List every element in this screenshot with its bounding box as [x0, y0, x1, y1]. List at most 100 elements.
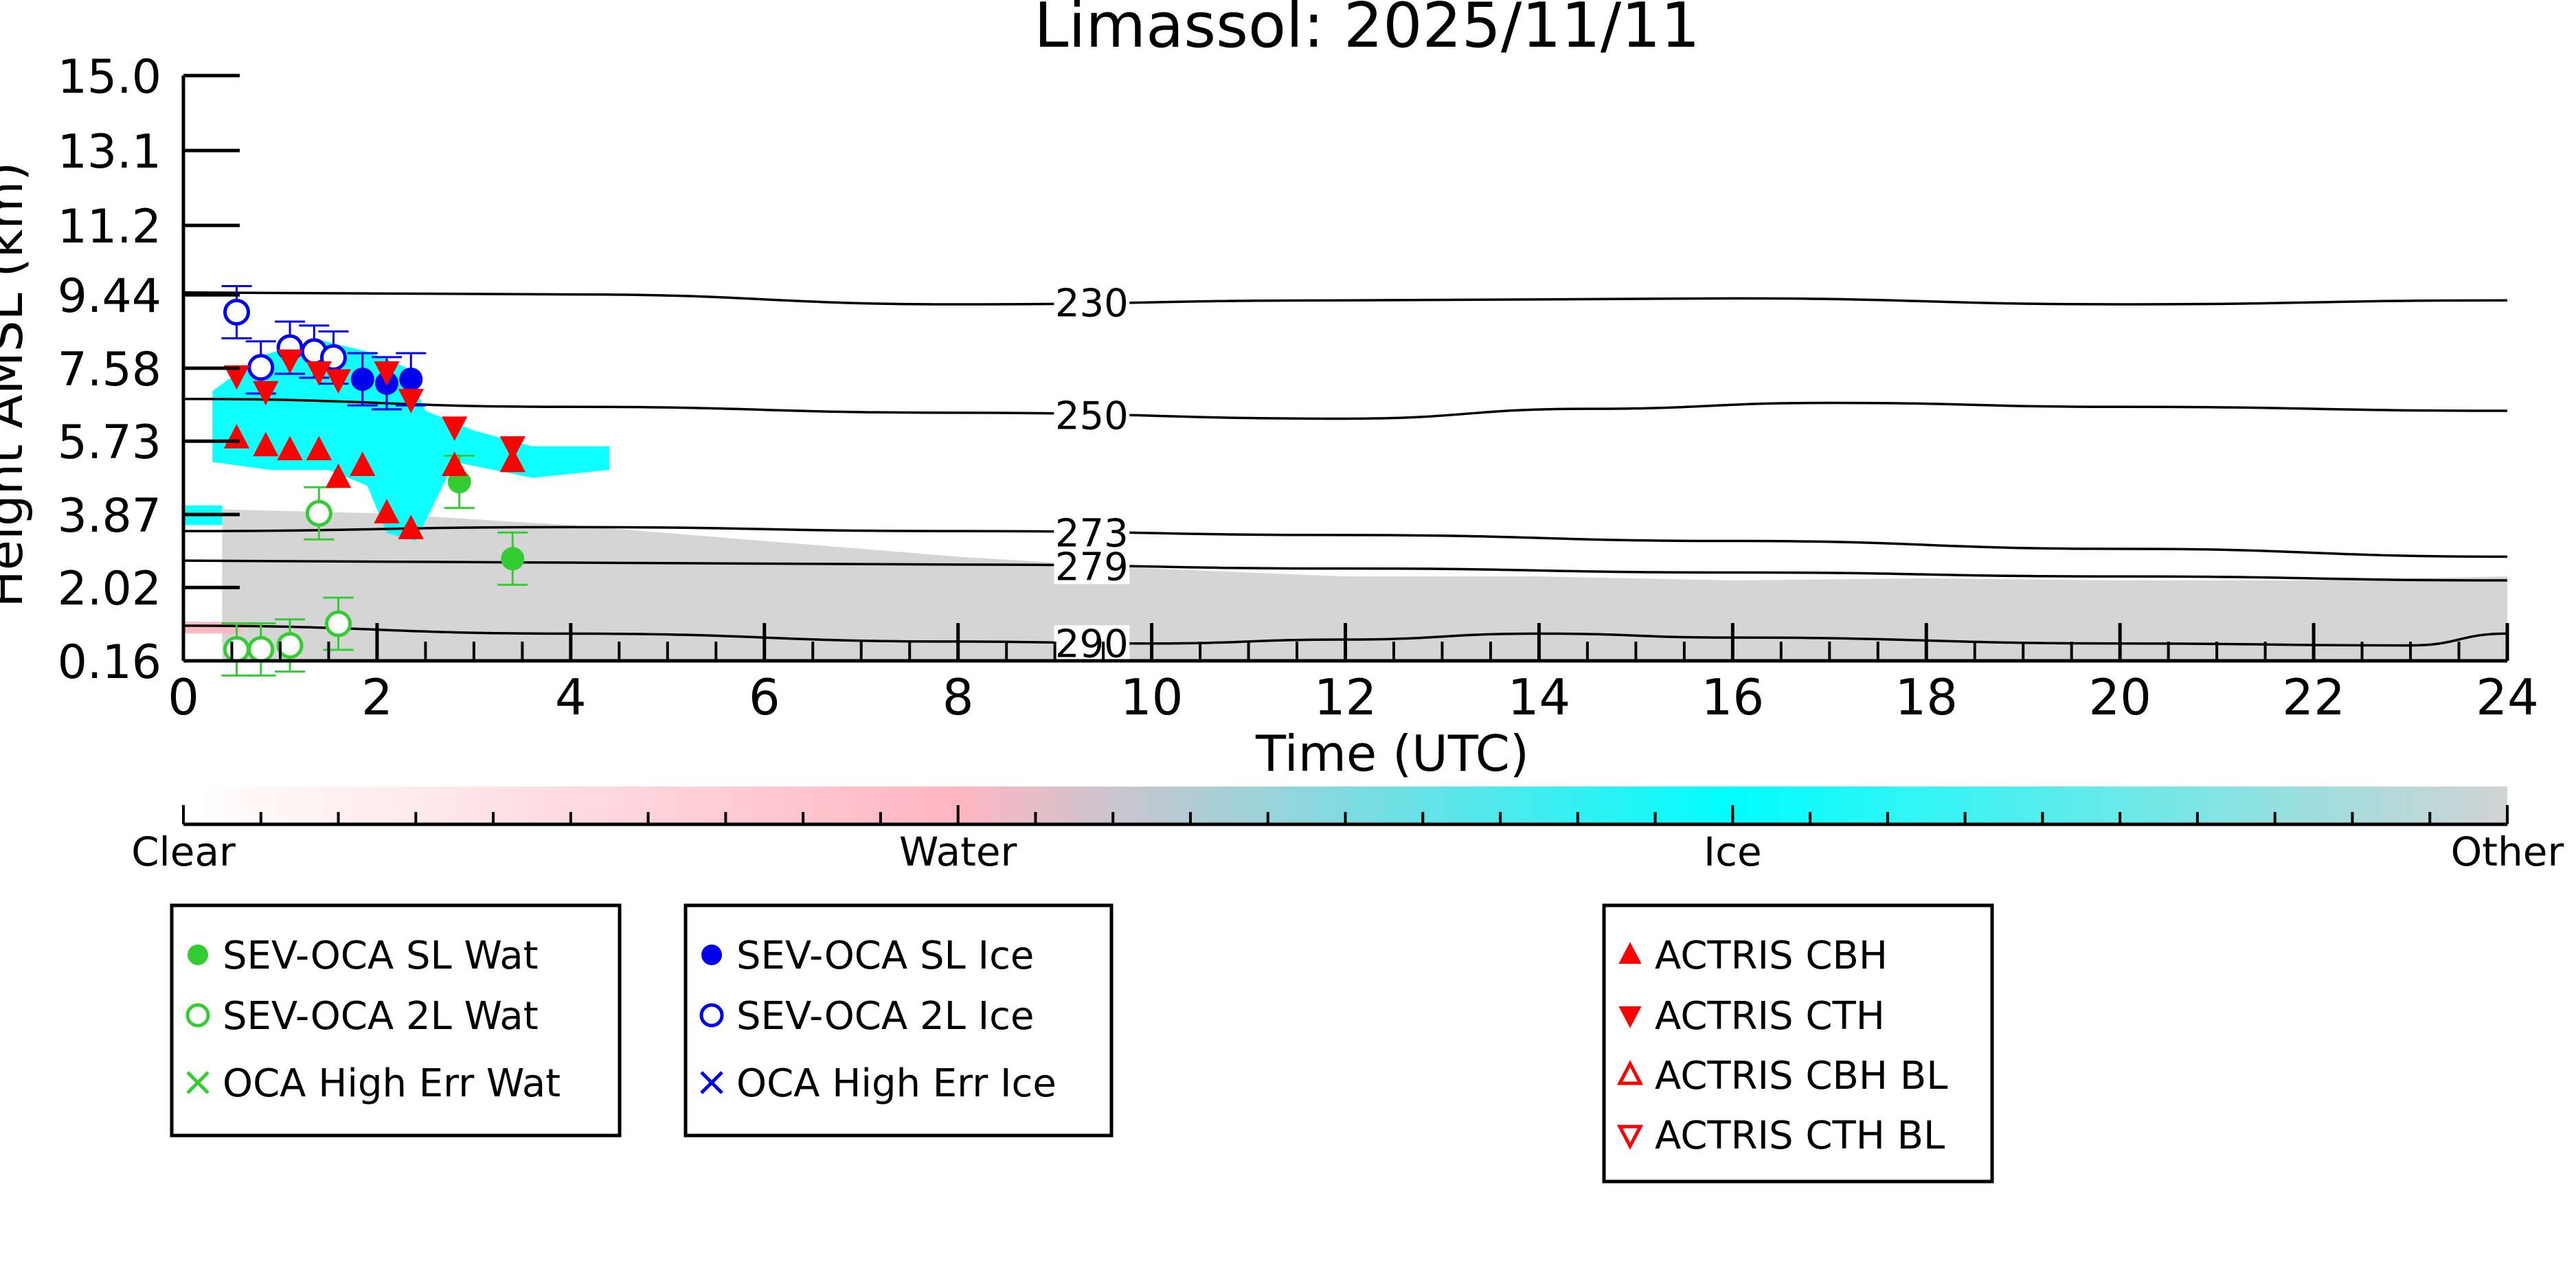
x-tick-label: 14: [1508, 668, 1571, 726]
legend-label: ACTRIS CBH BL: [1655, 1054, 1947, 1098]
actris-cbh-point: [306, 436, 332, 461]
legend-label: ACTRIS CTH: [1655, 994, 1885, 1039]
contour-label-bg: [1054, 397, 1130, 433]
x-tick-label: 16: [1702, 668, 1765, 726]
actris-cth-point: [499, 436, 526, 461]
contour-label-bg: [1054, 284, 1130, 321]
x-tick-label: 18: [1895, 668, 1958, 726]
legend-label: OCA High Err Wat: [223, 1061, 561, 1106]
legend-label: SEV-OCA 2L Wat: [223, 994, 539, 1039]
actris-cth-point: [223, 365, 250, 390]
x-tick-label: 4: [555, 668, 587, 726]
y-tick-label: 13.1: [58, 125, 161, 179]
actris-cth-point: [374, 361, 400, 386]
sev-oca-sl-ice-point: [399, 368, 423, 392]
ice-region: [212, 339, 610, 541]
contour-label-bg: [1054, 515, 1130, 551]
y-axis-label: Height AMSL (km): [0, 162, 34, 608]
legend-marker: [1618, 942, 1642, 964]
contour-label-bg: [1054, 625, 1130, 662]
sev-oca-2l-ice-point: [247, 354, 275, 381]
actris-cth-point: [398, 389, 424, 414]
sev-oca-2l-wat-point: [276, 632, 304, 659]
actris-cth-point: [442, 416, 468, 441]
legend-box-1: [170, 903, 622, 1138]
legend-box-3: [1602, 903, 1994, 1184]
sev-oca-2l-wat-point: [325, 610, 352, 637]
actris-cth-point: [325, 369, 352, 394]
x-tick-label: 10: [1120, 668, 1184, 726]
other-region: [222, 509, 2508, 661]
actris-cbh-point: [374, 499, 400, 523]
sev-oca-sl-wat-point: [501, 547, 525, 571]
legend-label: SEV-OCA SL Ice: [736, 934, 1034, 978]
contour-line-250: [183, 398, 2508, 420]
y-tick-label: 5.73: [58, 416, 161, 470]
sev-oca-2l-wat-point: [223, 635, 251, 663]
contour-label-279: 279: [1055, 545, 1129, 589]
y-tick-label: 15.0: [58, 50, 161, 104]
colorbar: Clear Water Ice Other: [131, 787, 2564, 875]
actris-cbh-point: [350, 451, 376, 476]
x-tick-label: 6: [749, 668, 780, 726]
colorbar-label-water: Water: [899, 828, 1017, 875]
legend-marker: [186, 1071, 210, 1094]
contour-label-230: 230: [1055, 282, 1129, 326]
legend-label: SEV-OCA 2L Ice: [736, 994, 1034, 1039]
legend-marker: [185, 1003, 210, 1028]
sev-oca-2l-wat-point: [247, 635, 275, 663]
retrieval-markers: [221, 284, 528, 677]
actris-cth-point: [277, 349, 303, 374]
actris-cbh-point: [442, 451, 468, 476]
y-tick-label: 9.44: [58, 269, 161, 324]
sev-oca-2l-wat-point: [305, 499, 332, 527]
actris-cbh-point: [253, 431, 279, 457]
x-tick-label: 24: [2476, 668, 2539, 726]
x-tick-label: 2: [361, 668, 393, 726]
legend-marker: [188, 945, 208, 965]
x-tick-label: 8: [942, 668, 974, 726]
actris-cbh-point: [277, 436, 303, 461]
legend-label: OCA High Err Ice: [736, 1061, 1057, 1106]
y-tick-label: 0.16: [58, 635, 161, 690]
legend-marker: [701, 945, 722, 965]
colorbar-label-ice: Ice: [1704, 828, 1762, 875]
axes: 0 2 4 6 8 10 12 14 16 18 20 22 240.162.023.875.737.5…: [58, 50, 2539, 726]
actris-cth-point: [253, 381, 279, 406]
contour-line-273: [183, 526, 2508, 558]
x-tick-label: 0: [168, 668, 199, 726]
sev-oca-sl-ice-point: [350, 368, 374, 392]
legend-marker: [699, 1003, 724, 1028]
legends: SEV-OCA SL Wat SEV-OCA 2L Wat OCA High Err…: [170, 903, 1994, 1184]
x-tick-label: 22: [2282, 668, 2345, 726]
contour-label-250: 250: [1055, 394, 1129, 439]
contour-label-bg: [1054, 548, 1130, 585]
legend-label: SEV-OCA SL Wat: [223, 934, 539, 978]
x-axis-label: Time (UTC): [1255, 725, 1529, 782]
legend-label: ACTRIS CTH BL: [1655, 1114, 1945, 1158]
colorbar-label-other: Other: [2451, 828, 2564, 875]
contour-line-290: [183, 624, 2508, 647]
actris-cbh-point: [325, 463, 352, 488]
contour-line-230: [183, 291, 2508, 306]
actris-cth-point: [306, 361, 332, 386]
contour-label-290: 290: [1055, 622, 1129, 666]
legend-marker: [1618, 1006, 1642, 1028]
legend-marker: [1616, 1125, 1644, 1150]
legend-marker: [1616, 1060, 1644, 1085]
actris-cbh-point: [398, 515, 424, 539]
chart-title: Limassol: 2025/11/11: [1034, 0, 1699, 62]
y-tick-label: 11.2: [58, 200, 161, 254]
legend-marker: [700, 1071, 723, 1094]
y-tick-label: 2.02: [58, 562, 161, 616]
y-tick-label: 3.87: [58, 489, 161, 543]
y-tick-label: 7.58: [58, 343, 161, 397]
legend-box-2: [683, 903, 1114, 1138]
contour-line-279: [183, 559, 2508, 582]
legend-label: ACTRIS CBH: [1655, 934, 1888, 978]
x-tick-label: 20: [2088, 668, 2151, 726]
sev-oca-2l-ice-point: [223, 298, 251, 326]
